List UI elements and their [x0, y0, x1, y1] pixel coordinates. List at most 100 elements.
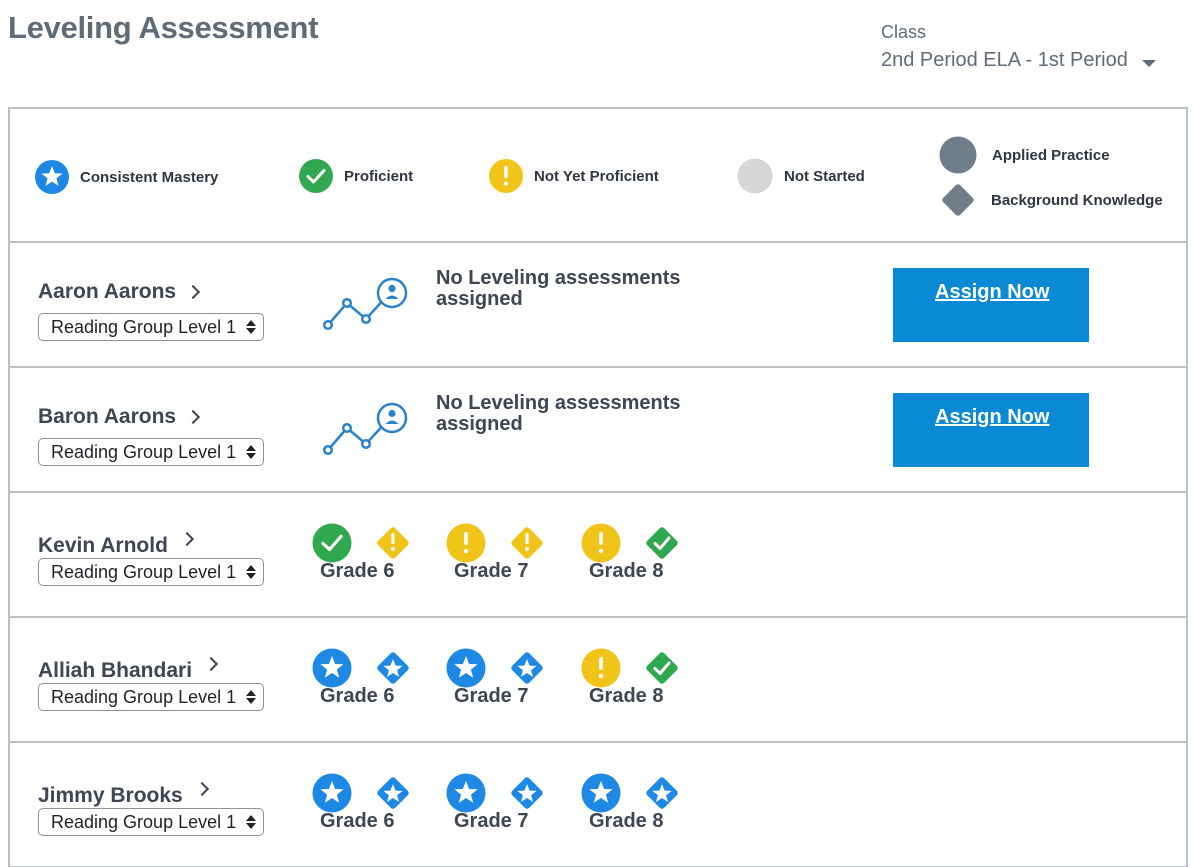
legend-label: Not Yet Proficient [534, 167, 659, 185]
student-row: Alliah Bhandari Reading Group Level 1 Grad… [10, 618, 1186, 743]
assessment-panel: Consistent Mastery Proficient Not Yet Pr… [8, 107, 1188, 867]
page-title: Leveling Assessment [8, 10, 319, 45]
reading-group-select[interactable]: Reading Group Level 1 [38, 683, 264, 711]
star-diamond-icon [377, 777, 409, 809]
trend-chart-person-icon [322, 277, 408, 331]
exclamation-circle-icon [446, 523, 486, 563]
chevron-right-icon[interactable] [194, 781, 209, 797]
legend-not-yet-proficient: Not Yet Proficient [488, 158, 659, 194]
grade-result[interactable]: Grade 8 [581, 772, 701, 833]
legend-label: Not Started [784, 167, 865, 185]
exclamation-diamond-icon [377, 527, 409, 559]
reading-group-value[interactable]: Reading Group Level 1 [51, 686, 237, 707]
no-assessment-text: No Leveling assessments assigned [436, 392, 681, 435]
legend-label: Background Knowledge [991, 191, 1163, 209]
diamond-shape-icon [942, 184, 974, 216]
reading-group-select[interactable]: Reading Group Level 1 [38, 558, 264, 586]
grade-result[interactable]: Grade 8 [581, 522, 701, 583]
assign-now-button[interactable]: Assign Now [893, 268, 1089, 342]
exclamation-diamond-icon [511, 527, 543, 559]
exclamation-circle-icon [581, 648, 621, 688]
empty-circle-icon [737, 158, 773, 194]
student-name[interactable]: Jimmy Brooks [38, 784, 183, 807]
grade-label: Grade 7 [454, 560, 529, 582]
class-dropdown[interactable]: 2nd Period ELA - 1st Period [881, 49, 1156, 72]
legend-label: Consistent Mastery [80, 168, 219, 186]
assign-now-button[interactable]: Assign Now [893, 393, 1089, 467]
grade-label: Grade 8 [589, 810, 664, 832]
grade-label: Grade 6 [320, 810, 395, 832]
student-row: Baron Aarons Reading Group Level 1 No Le… [10, 368, 1186, 493]
student-name-link[interactable]: Kevin Arnold [38, 531, 194, 558]
reading-group-value[interactable]: Reading Group Level 1 [51, 441, 237, 462]
reading-group-select[interactable]: Reading Group Level 1 [38, 438, 264, 466]
exclamation-circle-icon [489, 159, 523, 193]
reading-group-select[interactable]: Reading Group Level 1 [38, 313, 264, 341]
star-circle-icon [446, 648, 486, 688]
select-arrows-icon[interactable] [243, 815, 259, 829]
grade-label: Grade 7 [454, 685, 529, 707]
star-circle-icon [446, 773, 486, 813]
caret-down-icon[interactable] [1141, 60, 1156, 67]
grade-result[interactable]: Grade 6 [312, 522, 432, 583]
select-arrows-icon[interactable] [243, 690, 259, 704]
grade-label: Grade 7 [454, 810, 529, 832]
grade-result[interactable]: Grade 7 [446, 647, 566, 708]
chevron-right-icon[interactable] [203, 656, 219, 672]
legend-consistent-mastery: Consistent Mastery [34, 159, 218, 195]
student-name[interactable]: Kevin Arnold [38, 534, 168, 557]
select-arrows-icon[interactable] [243, 445, 259, 459]
legend-label: Applied Practice [992, 146, 1110, 164]
student-row: Aaron Aarons Reading Group Level 1 No Le… [10, 243, 1186, 368]
class-label: Class [881, 22, 927, 42]
reading-group-value[interactable]: Reading Group Level 1 [51, 561, 237, 582]
star-diamond-icon [511, 777, 543, 809]
student-name-link[interactable]: Alliah Bhandari [38, 656, 219, 683]
chevron-right-icon[interactable] [186, 409, 201, 425]
student-name[interactable]: Alliah Bhandari [38, 659, 193, 682]
legend: Consistent Mastery Proficient Not Yet Pr… [10, 109, 1186, 243]
grade-result[interactable]: Grade 7 [446, 522, 566, 583]
select-arrows-icon[interactable] [243, 565, 259, 579]
grade-label: Grade 6 [320, 560, 395, 582]
no-assessment-text: No Leveling assessments assigned [436, 267, 681, 310]
exclamation-circle-icon [581, 523, 621, 563]
select-arrows-icon[interactable] [243, 320, 259, 334]
check-circle-icon [299, 159, 333, 193]
student-name-link[interactable]: Jimmy Brooks [38, 781, 209, 808]
star-circle-icon [35, 160, 69, 194]
student-row: Kevin Arnold Reading Group Level 1 Grade 6… [10, 493, 1186, 618]
class-picker[interactable]: Class 2nd Period ELA - 1st Period [881, 22, 1156, 72]
grade-label: Grade 8 [589, 685, 664, 707]
star-diamond-icon [511, 652, 543, 684]
student-name-link[interactable]: Baron Aarons [38, 405, 201, 429]
reading-group-select[interactable]: Reading Group Level 1 [38, 808, 264, 836]
student-name[interactable]: Aaron Aarons [38, 280, 177, 303]
circle-shape-icon [939, 136, 977, 174]
grade-result[interactable]: Grade 8 [581, 647, 701, 708]
class-dropdown-value[interactable]: 2nd Period ELA - 1st Period [881, 49, 1128, 71]
student-name-link[interactable]: Aaron Aarons [38, 280, 201, 304]
star-circle-icon [312, 773, 352, 813]
grade-result[interactable]: Grade 6 [312, 772, 432, 833]
chevron-right-icon[interactable] [186, 284, 201, 300]
grade-label: Grade 6 [320, 685, 395, 707]
star-diamond-icon [646, 777, 678, 809]
legend-label: Proficient [344, 167, 414, 185]
chevron-right-icon[interactable] [179, 531, 194, 547]
student-row: Jimmy Brooks Reading Group Level 1 Grade 6… [10, 743, 1186, 867]
legend-background-knowledge: Background Knowledge [937, 180, 1163, 220]
check-diamond-icon [646, 652, 678, 684]
legend-proficient: Proficient [298, 158, 413, 194]
reading-group-value[interactable]: Reading Group Level 1 [51, 811, 237, 832]
check-diamond-icon [646, 527, 678, 559]
grade-result[interactable]: Grade 7 [446, 772, 566, 833]
reading-group-value[interactable]: Reading Group Level 1 [51, 316, 237, 337]
star-diamond-icon [377, 652, 409, 684]
grade-label: Grade 8 [589, 560, 664, 582]
grade-result[interactable]: Grade 6 [312, 647, 432, 708]
student-name[interactable]: Baron Aarons [38, 405, 177, 428]
trend-chart-person-icon [322, 402, 408, 456]
check-circle-icon [312, 523, 352, 563]
star-circle-icon [581, 773, 621, 813]
